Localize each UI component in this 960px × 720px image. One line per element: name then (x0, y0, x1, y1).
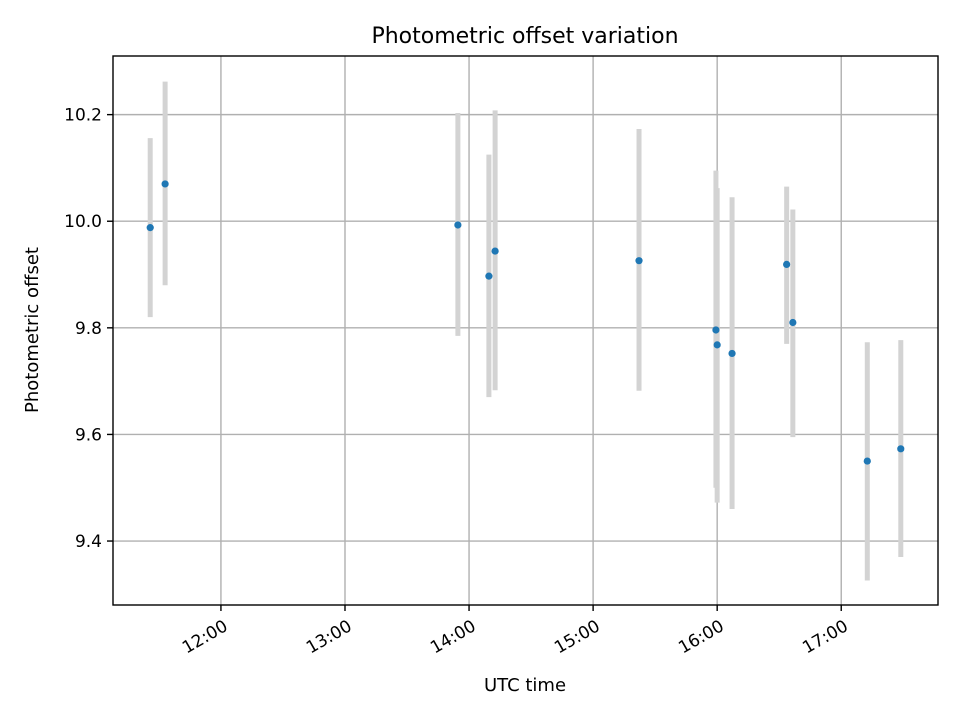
data-point-4 (491, 247, 499, 255)
x-tick-label-1: 13:00 (303, 616, 355, 658)
y-tick-label-3: 10.0 (64, 212, 102, 232)
y-axis-label: Photometric offset (22, 247, 43, 413)
data-point-5 (635, 257, 643, 265)
chart-title: Photometric offset variation (371, 24, 678, 49)
data-point-3 (485, 272, 493, 280)
data-point-9 (783, 260, 791, 269)
grid-lines (113, 56, 938, 605)
x-tick-label-5: 17:00 (799, 616, 851, 658)
data-point-6 (712, 326, 720, 334)
x-tick-label-0: 12:00 (179, 616, 231, 658)
data-point-1 (161, 180, 169, 188)
data-point-0 (146, 224, 154, 232)
y-tick-label-0: 9.4 (75, 532, 102, 552)
x-axis-label: UTC time (484, 675, 566, 696)
x-tick-label-4: 16:00 (675, 616, 727, 658)
y-tick-label-1: 9.6 (75, 425, 102, 445)
data-point-2 (454, 221, 462, 229)
data-point-11 (863, 457, 871, 465)
data-point-12 (897, 445, 905, 453)
y-tick-label-2: 9.8 (75, 319, 102, 339)
x-tick-label-3: 15:00 (551, 616, 603, 658)
data-point-7 (713, 341, 721, 349)
error-bars (147, 81, 904, 581)
data-point-8 (728, 349, 736, 358)
data-point-10 (789, 318, 797, 327)
plot-frame (112, 55, 939, 606)
data-points (146, 180, 905, 465)
x-tick-label-2: 14:00 (427, 616, 479, 658)
y-tick-label-4: 10.2 (64, 106, 102, 126)
